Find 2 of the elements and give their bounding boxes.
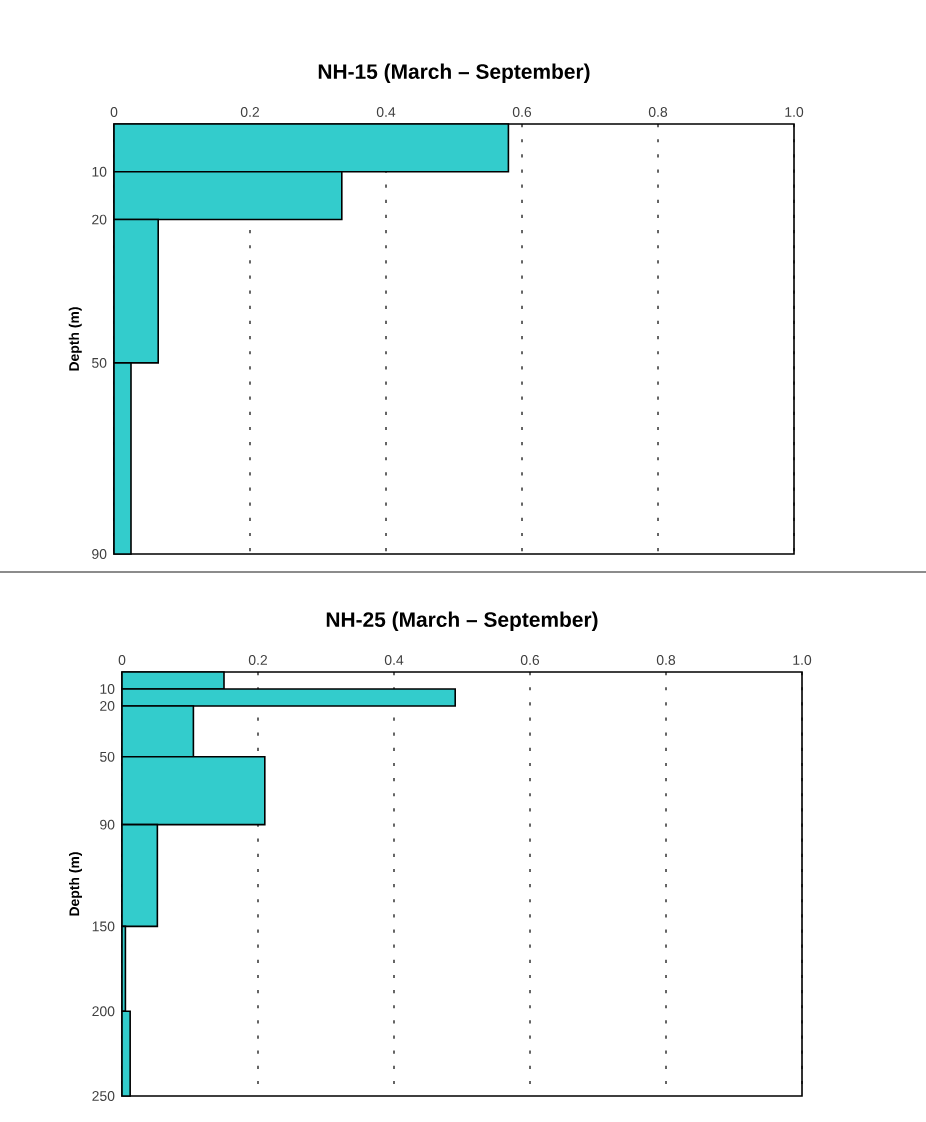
chart-title: NH-25 (March – September)	[326, 611, 598, 632]
chart-title: NH-15 (March – September)	[318, 63, 590, 84]
